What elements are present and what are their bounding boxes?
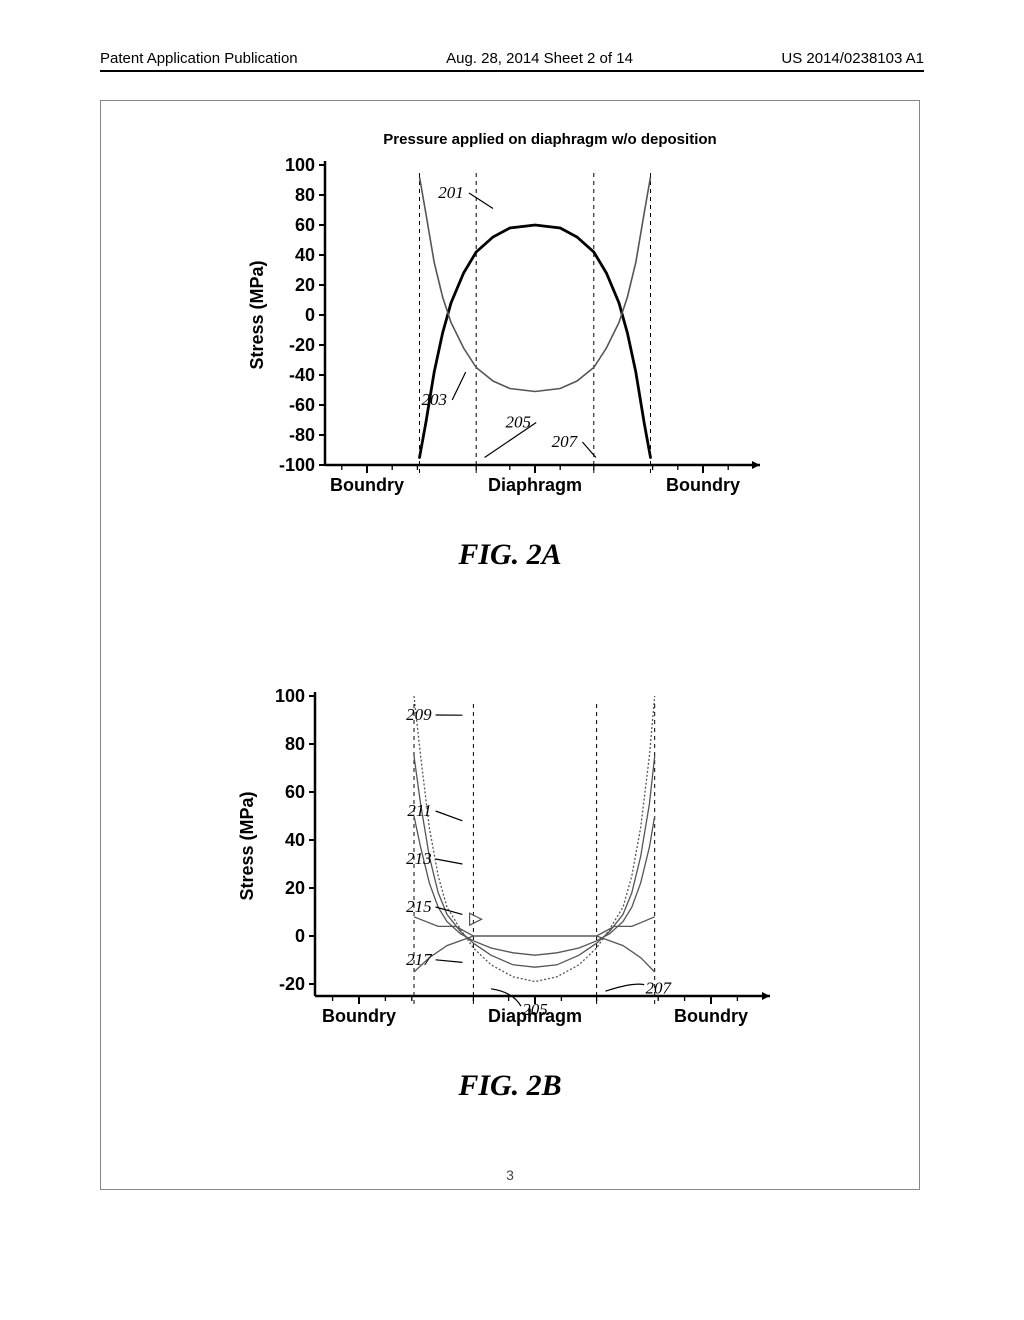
svg-text:201: 201 <box>438 183 464 202</box>
svg-text:Boundry: Boundry <box>666 475 740 495</box>
svg-text:213: 213 <box>406 849 432 868</box>
svg-text:217: 217 <box>406 950 433 969</box>
svg-text:-20: -20 <box>289 335 315 355</box>
svg-text:-100: -100 <box>279 455 315 475</box>
svg-text:-20: -20 <box>279 974 305 994</box>
svg-text:-40: -40 <box>289 365 315 385</box>
svg-text:211: 211 <box>407 801 431 820</box>
page-frame: Pressure applied on diaphragm w/o deposi… <box>100 100 920 1190</box>
figure-2a-caption: FIG. 2A <box>230 538 790 572</box>
page-number: 3 <box>506 1167 514 1183</box>
svg-text:40: 40 <box>285 830 305 850</box>
svg-text:Stress (MPa): Stress (MPa) <box>237 791 257 900</box>
figure-2b-caption: FIG. 2B <box>220 1069 800 1103</box>
svg-text:20: 20 <box>295 275 315 295</box>
svg-text:60: 60 <box>295 215 315 235</box>
svg-text:205: 205 <box>522 1000 548 1019</box>
svg-text:Boundry: Boundry <box>674 1006 748 1026</box>
svg-text:80: 80 <box>285 734 305 754</box>
svg-text:-60: -60 <box>289 395 315 415</box>
svg-text:80: 80 <box>295 185 315 205</box>
svg-text:209: 209 <box>406 705 432 724</box>
header-right: US 2014/0238103 A1 <box>781 50 924 67</box>
svg-text:100: 100 <box>285 155 315 175</box>
svg-text:207: 207 <box>645 979 672 998</box>
page-header: Patent Application Publication Aug. 28, … <box>100 50 924 72</box>
svg-text:215: 215 <box>406 897 432 916</box>
svg-text:Stress (MPa): Stress (MPa) <box>247 260 267 369</box>
svg-text:207: 207 <box>552 432 579 451</box>
svg-text:0: 0 <box>305 305 315 325</box>
chart-a-title: Pressure applied on diaphragm w/o deposi… <box>310 131 790 148</box>
header-center: Aug. 28, 2014 Sheet 2 of 14 <box>446 50 633 67</box>
chart-a-svg: -100 -80 -60 -40 -20 0 20 40 60 80 100 Stress (MPa)… <box>230 150 790 520</box>
figure-2a: Pressure applied on diaphragm w/o deposi… <box>230 131 790 572</box>
svg-text:100: 100 <box>275 686 305 706</box>
svg-text:40: 40 <box>295 245 315 265</box>
svg-text:20: 20 <box>285 878 305 898</box>
svg-text:Boundry: Boundry <box>330 475 404 495</box>
svg-text:60: 60 <box>285 782 305 802</box>
svg-text:203: 203 <box>421 390 447 409</box>
header-left: Patent Application Publication <box>100 50 298 67</box>
svg-text:Diaphragm: Diaphragm <box>488 475 582 495</box>
svg-text:-80: -80 <box>289 425 315 445</box>
svg-text:0: 0 <box>295 926 305 946</box>
svg-text:Boundry: Boundry <box>322 1006 396 1026</box>
figure-2b: -20020406080100Stress (MPa)BoundryDiaphr… <box>220 681 800 1103</box>
chart-b-svg: -20020406080100Stress (MPa)BoundryDiaphr… <box>220 681 800 1051</box>
